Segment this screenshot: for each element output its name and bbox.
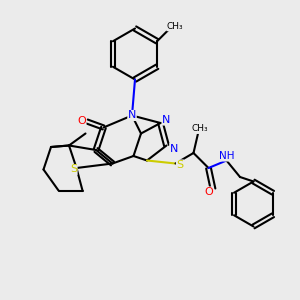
Text: S: S bbox=[70, 164, 77, 175]
Text: N: N bbox=[128, 110, 136, 121]
Text: S: S bbox=[176, 160, 184, 170]
Text: CH₃: CH₃ bbox=[191, 124, 208, 134]
Text: CH₃: CH₃ bbox=[167, 22, 183, 31]
Text: N: N bbox=[170, 143, 178, 154]
Text: O: O bbox=[77, 116, 86, 127]
Text: N: N bbox=[162, 115, 171, 125]
Text: NH: NH bbox=[219, 151, 234, 161]
Text: O: O bbox=[204, 187, 213, 197]
